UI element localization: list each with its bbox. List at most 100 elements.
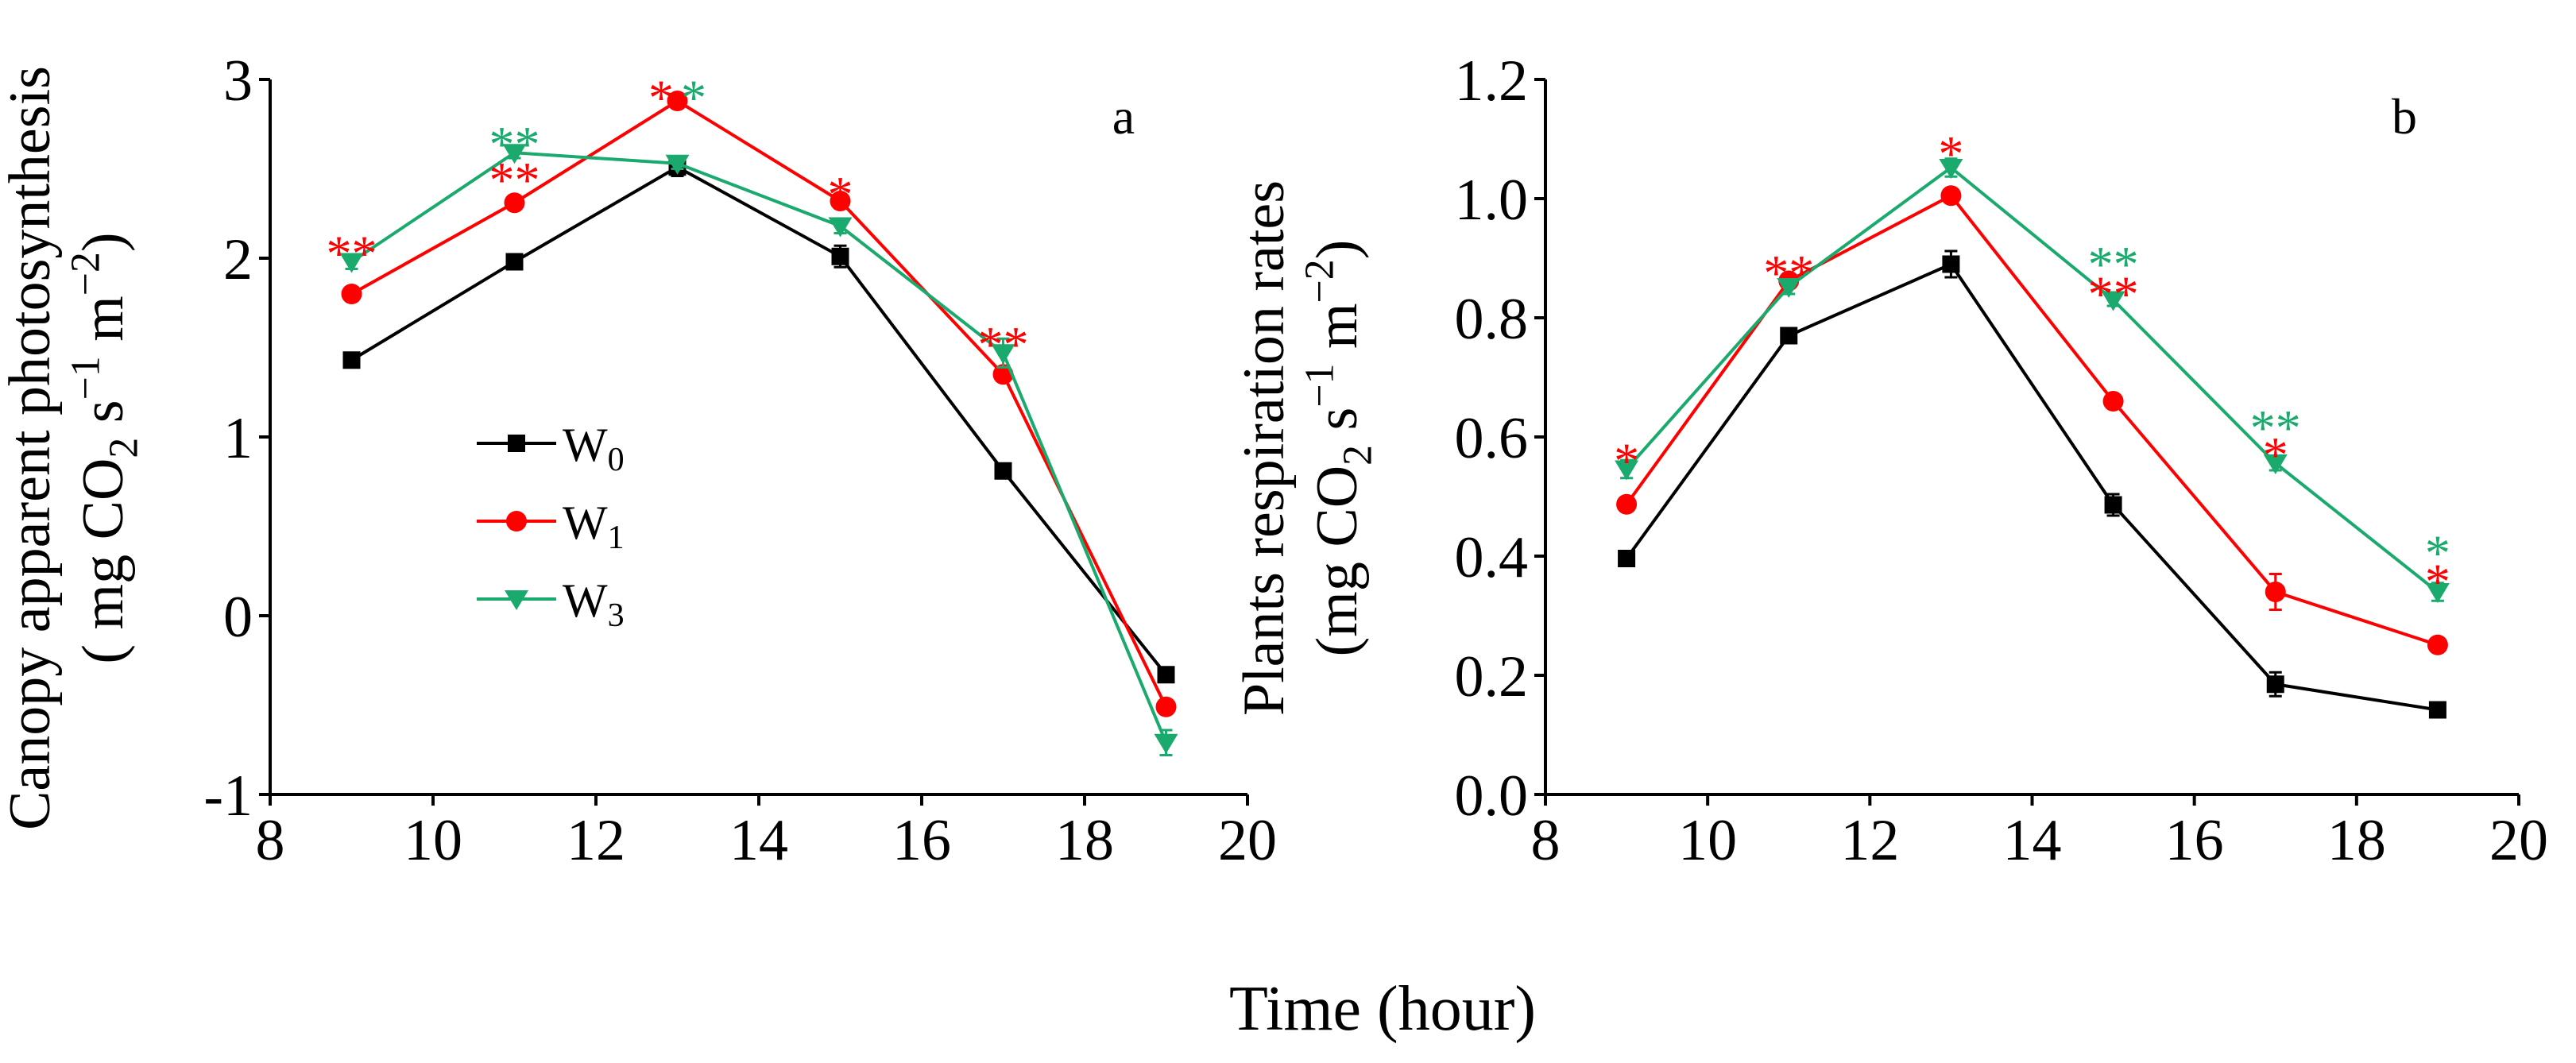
significance-mark: * xyxy=(828,166,853,222)
x-axis-title: Time (hour) xyxy=(1229,974,1536,1044)
y-tick-label: 0 xyxy=(223,585,253,650)
x-tick-label: 20 xyxy=(2489,808,2548,873)
data-point xyxy=(1157,666,1175,684)
significance-mark: ** xyxy=(978,316,1029,373)
x-tick-label: 16 xyxy=(892,808,951,873)
y-tick-label: 3 xyxy=(223,48,253,114)
significance-mark: * xyxy=(2263,427,2288,483)
x-tick-label: 10 xyxy=(404,808,462,873)
y-tick-label: 1 xyxy=(223,406,253,471)
y-axis-title: Canopy apparent photosynthesis xyxy=(0,66,63,830)
significance-mark: ** xyxy=(2250,400,2301,456)
x-tick-label: 14 xyxy=(729,808,788,873)
x-tick-label: 8 xyxy=(256,808,285,873)
data-point xyxy=(2101,291,2125,311)
y-axis-unit: (mg CO2 s−1 m−2) xyxy=(1297,240,1380,657)
x-tick-label: 10 xyxy=(1678,808,1737,873)
data-point xyxy=(1618,550,1636,567)
series-w3 xyxy=(1615,157,2450,603)
series-line-w1 xyxy=(350,99,1168,708)
data-point xyxy=(1155,696,1177,717)
data-point xyxy=(828,217,853,238)
significance-mark: ** xyxy=(2088,236,2139,292)
y-tick-label: 0.6 xyxy=(1455,406,1529,471)
data-point xyxy=(667,91,688,111)
legend: W0 W1 W3 xyxy=(477,419,625,634)
y-tick-label: 0.0 xyxy=(1455,763,1529,829)
panel-label: a xyxy=(1112,88,1135,145)
x-tick-label: 12 xyxy=(567,808,625,873)
y-tick-label: 0.8 xyxy=(1455,287,1529,352)
x-tick-label: 8 xyxy=(1531,808,1561,873)
data-point xyxy=(504,192,525,214)
y-tick-label: 0.2 xyxy=(1455,644,1529,709)
data-point xyxy=(1154,733,1178,754)
legend-marker xyxy=(508,435,525,452)
data-point xyxy=(1780,327,1798,345)
significance-mark: ** xyxy=(489,116,540,172)
data-point xyxy=(1777,278,1801,298)
data-point xyxy=(1615,460,1639,481)
data-point xyxy=(342,351,361,369)
significance-mark: * xyxy=(2425,525,2450,582)
legend-label: W1 xyxy=(563,497,625,556)
series-line-w3 xyxy=(1625,165,2439,593)
data-point xyxy=(830,191,851,211)
significance-mark: * xyxy=(681,70,706,126)
y-axis-title: Plants respiration rates xyxy=(1232,180,1297,716)
significance-mark: ** xyxy=(489,152,540,208)
data-point xyxy=(991,344,1015,365)
data-point xyxy=(1940,185,1962,207)
data-point xyxy=(2263,454,2288,474)
data-point xyxy=(505,253,524,271)
panel-b: 8 10 12 14 16 18 20 0.0 0.2 0.4 0.6 0.8 1.0 1.2 Plants… xyxy=(1232,48,2548,873)
x-tick-label: 16 xyxy=(2165,808,2224,873)
panel-label: b xyxy=(2392,88,2417,145)
series-w0 xyxy=(1618,249,2446,719)
data-point xyxy=(1616,493,1638,515)
x-tick-label: 18 xyxy=(2327,808,2386,873)
data-point xyxy=(2427,634,2448,655)
y-tick-label: 2 xyxy=(223,227,253,292)
series-w3 xyxy=(339,144,1178,756)
data-point xyxy=(1942,255,1960,273)
data-point xyxy=(2102,391,2124,412)
data-point xyxy=(341,284,362,304)
data-point xyxy=(831,247,849,265)
legend-label: W3 xyxy=(563,574,625,634)
legend-marker xyxy=(506,511,527,532)
data-point xyxy=(2104,496,2122,514)
y-axis-unit: ( mg CO2 s−1 m−2) xyxy=(63,232,146,663)
significance-mark: ** xyxy=(1763,245,1814,301)
series-w1 xyxy=(1616,185,2448,655)
series-line-w0 xyxy=(350,164,1168,676)
data-point xyxy=(2266,675,2284,694)
legend-label: W0 xyxy=(563,419,625,478)
y-tick-label: 1.2 xyxy=(1455,48,1529,114)
significance-mark: * xyxy=(1614,432,1639,489)
x-tick-label: 12 xyxy=(1840,808,1899,873)
data-point xyxy=(502,144,527,164)
series-line-w1 xyxy=(1625,193,2439,647)
data-point xyxy=(994,462,1012,480)
series-w0 xyxy=(342,157,1175,684)
x-tick-label: 18 xyxy=(1055,808,1114,873)
x-tick-label: 14 xyxy=(2003,808,2062,873)
data-point xyxy=(2265,582,2286,602)
significance-mark: ** xyxy=(327,225,377,281)
significance-mark: * xyxy=(648,70,674,126)
y-tick-label: 0.4 xyxy=(1455,525,1529,590)
significance-mark: * xyxy=(2425,554,2450,610)
data-point xyxy=(1939,159,1963,179)
data-point xyxy=(2425,583,2450,603)
data-point xyxy=(339,253,364,273)
significance-mark: ** xyxy=(2088,265,2139,322)
series-line-w3 xyxy=(350,151,1168,744)
data-point xyxy=(2428,701,2446,719)
legend-marker xyxy=(505,590,528,610)
significance-mark: * xyxy=(1938,126,1963,182)
y-tick-label: 1.0 xyxy=(1455,168,1529,233)
series-line-w0 xyxy=(1625,261,2439,712)
